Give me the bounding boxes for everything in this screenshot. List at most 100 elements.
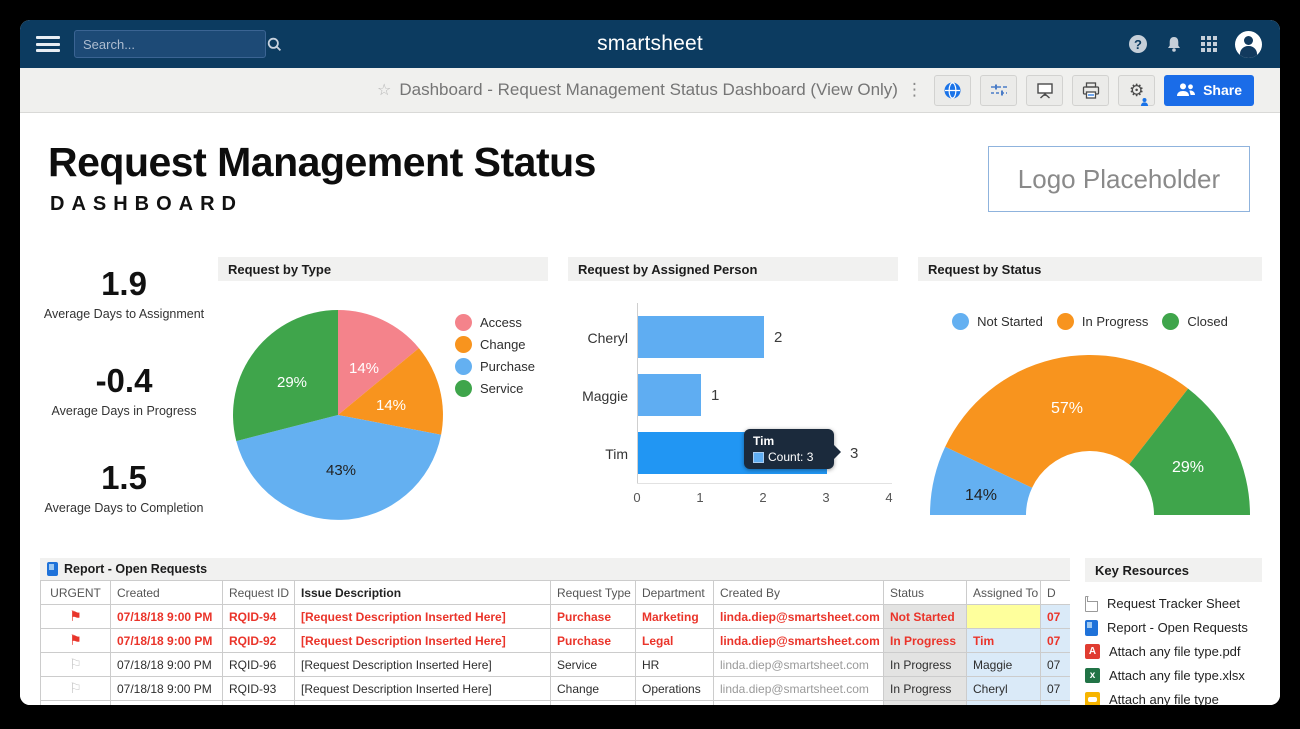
dashboard-title-text: Dashboard - Request Management Status Da… xyxy=(399,80,898,99)
status-cell: In Progress xyxy=(883,676,967,701)
bar-category-label: Maggie xyxy=(582,388,628,404)
table-header-row: URGENT Created Request ID Issue Descript… xyxy=(40,580,1070,605)
issue-cell: [Request Description Inserted Here] xyxy=(294,652,551,677)
urgent-cell: ⚐ xyxy=(40,676,111,701)
assigned-to-cell: Maggie xyxy=(966,652,1041,677)
report-icon xyxy=(1085,619,1098,636)
pie-slice-service[interactable] xyxy=(233,310,338,442)
notifications-bell-icon[interactable] xyxy=(1165,35,1183,54)
column-header-urgent[interactable]: URGENT xyxy=(40,580,111,605)
resource-label: Attach any file type xyxy=(1109,692,1219,705)
resource-label: Attach any file type.xlsx xyxy=(1109,668,1245,683)
bar-category-label: Tim xyxy=(605,446,628,462)
panel-title: Request by Type xyxy=(228,261,332,277)
resource-link-file[interactable]: Attach any file type xyxy=(1085,691,1262,705)
resource-link-pdf[interactable]: A Attach any file type.pdf xyxy=(1085,643,1262,660)
legend-label: Service xyxy=(480,381,524,396)
issue-cell: [Request Description Inserted Here] xyxy=(294,604,551,629)
legend-label: Closed xyxy=(1187,314,1228,329)
pdf-icon: A xyxy=(1085,644,1100,659)
user-settings-gear-button[interactable]: ⚙ xyxy=(1118,74,1156,106)
resource-link-report[interactable]: Report - Open Requests xyxy=(1085,619,1262,636)
key-resources-widget: Key Resources Request Tracker Sheet Repo… xyxy=(1085,558,1262,705)
favorite-star-icon[interactable]: ☆ xyxy=(377,82,392,99)
department-cell: Legal xyxy=(635,628,714,653)
dashboard-toolbar: ☆ Dashboard - Request Management Status … xyxy=(20,68,1280,113)
legend-item-purchase: Purchase xyxy=(455,358,535,375)
donut-slice-in-progress[interactable] xyxy=(945,354,1189,488)
donut-label: 57% xyxy=(1051,400,1083,417)
bar-cheryl[interactable] xyxy=(638,316,764,358)
legend-label: Not Started xyxy=(977,314,1043,329)
legend-item-change: Change xyxy=(455,336,535,353)
pie-slice-change[interactable] xyxy=(338,348,443,435)
file-icon xyxy=(1085,692,1100,705)
table-row[interactable]: ⚐ 07/18/18 9:00 PM RQID-96 [Request Desc… xyxy=(40,652,1070,677)
key-resources-title: Key Resources xyxy=(1095,562,1189,578)
legend-label: In Progress xyxy=(1081,314,1149,329)
page-subtitle: DASHBOARD xyxy=(50,193,243,215)
column-header-created[interactable]: Created xyxy=(110,580,223,605)
table-row[interactable]: ⚑ 07/18/18 9:00 PM RQID-92 [Request Desc… xyxy=(40,628,1070,653)
pie-legend: Access Change Purchase Service xyxy=(455,314,535,397)
legend-dot xyxy=(455,358,472,375)
created-by-cell: linda.diep@smartsheet.com xyxy=(713,628,884,653)
status-cell: In Progress xyxy=(883,652,967,677)
column-header-status[interactable]: Status xyxy=(883,580,967,605)
legend-dot xyxy=(455,314,472,331)
donut-label: 29% xyxy=(1172,459,1204,476)
top-navigation-bar: smartsheet ? xyxy=(20,20,1280,68)
metric-label: Average Days in Progress xyxy=(51,404,197,418)
column-header-issue-description[interactable]: Issue Description xyxy=(294,580,551,605)
request-type-cell: Service xyxy=(550,652,636,677)
share-button[interactable]: Share xyxy=(1164,74,1254,106)
urgent-cell: ⚑ xyxy=(40,628,111,653)
pie-slice-access[interactable] xyxy=(338,310,419,415)
request-id-cell: RQID-93 xyxy=(222,676,295,701)
assigned-to-cell xyxy=(966,604,1041,629)
urgent-cell: ⚑ xyxy=(40,604,111,629)
search-icon[interactable] xyxy=(267,37,290,52)
bar-category-label: Cheryl xyxy=(587,330,628,346)
report-title-bar[interactable]: Report - Open Requests xyxy=(40,558,1070,580)
metric-value: 1.5 xyxy=(101,459,147,496)
bar-value-label: 2 xyxy=(774,329,783,346)
due-cell: 07 xyxy=(1040,652,1070,677)
account-avatar[interactable] xyxy=(1235,30,1262,58)
hamburger-menu-icon[interactable] xyxy=(36,36,60,52)
activity-sliders-button[interactable] xyxy=(980,74,1018,106)
print-button[interactable] xyxy=(1072,74,1110,106)
column-header-request-type[interactable]: Request Type xyxy=(550,580,636,605)
column-header-department[interactable]: Department xyxy=(635,580,714,605)
urgent-flag-icon: ⚐ xyxy=(69,656,82,672)
pie-slice-purchase[interactable] xyxy=(236,415,442,520)
column-header-created-by[interactable]: Created By xyxy=(713,580,884,605)
table-row[interactable]: ⚑ 07/18/18 9:00 PM RQID-94 [Request Desc… xyxy=(40,604,1070,629)
search-input[interactable] xyxy=(75,36,267,52)
x-tick: 0 xyxy=(633,490,641,505)
donut-slice-closed[interactable] xyxy=(1129,388,1250,515)
resource-link-sheet[interactable]: Request Tracker Sheet xyxy=(1085,595,1262,612)
resource-link-xlsx[interactable]: x Attach any file type.xlsx xyxy=(1085,667,1262,684)
created-by-cell: linda.diep@smartsheet.com xyxy=(713,604,884,629)
presentation-mode-button[interactable] xyxy=(1026,74,1064,106)
kebab-menu-icon[interactable]: ⋮ xyxy=(905,80,923,99)
resource-label: Attach any file type.pdf xyxy=(1109,644,1241,659)
apps-grid-icon[interactable] xyxy=(1201,36,1217,52)
pie-label: 43% xyxy=(326,462,356,479)
column-header-request-id[interactable]: Request ID xyxy=(222,580,295,605)
metric-value: -0.4 xyxy=(95,362,153,399)
search-box[interactable] xyxy=(74,30,282,58)
column-header-assigned-to[interactable]: Assigned To xyxy=(966,580,1041,605)
created-by-cell: linda.diep@smartsheet.com xyxy=(713,676,884,701)
table-row[interactable]: ⚐ 07/18/18 9:00 PM RQID-93 [Request Desc… xyxy=(40,676,1070,701)
help-icon[interactable]: ? xyxy=(1129,35,1147,53)
column-header-due[interactable]: D xyxy=(1040,580,1070,605)
donut-slice-not-started[interactable] xyxy=(929,446,1033,515)
open-requests-table: URGENT Created Request ID Issue Descript… xyxy=(40,580,1070,705)
legend-label: Access xyxy=(480,315,522,330)
bar-maggie[interactable] xyxy=(638,374,701,416)
tooltip-series-swatch xyxy=(753,451,764,463)
legend-item-not-started: Not Started xyxy=(952,313,1043,330)
publish-globe-button[interactable] xyxy=(934,74,972,106)
